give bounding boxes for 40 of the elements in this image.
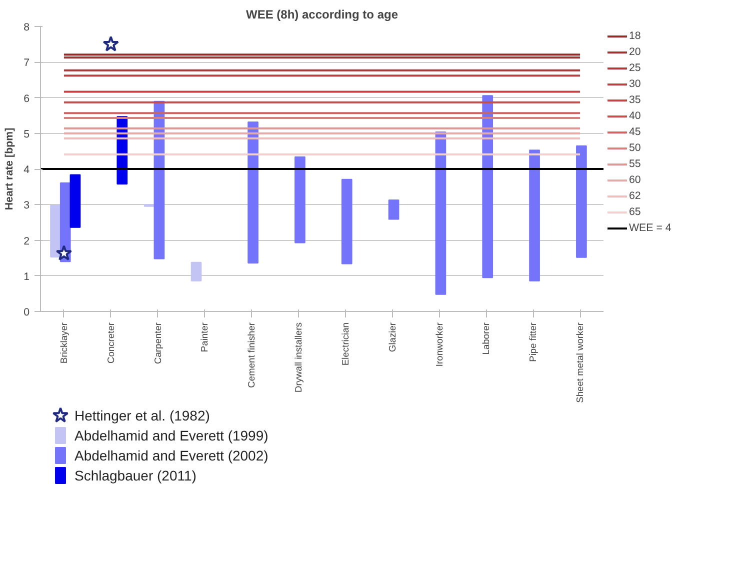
x-tick-label: Cement finisher (246, 322, 257, 388)
y-tick-label: 2 (24, 235, 30, 248)
y-tick-label: 8 (24, 22, 30, 34)
legend-label: 20 (629, 46, 642, 58)
legend-label: 30 (629, 78, 642, 90)
legend-label: 18 (629, 30, 642, 42)
x-tick-label: Glazier (387, 322, 398, 352)
x-tick-label: Painter (200, 322, 210, 352)
x-tick-label: Ironworker (434, 322, 444, 367)
chart-title: WEE (8h) according to age (246, 8, 398, 22)
legend-label: 25 (629, 62, 642, 74)
legend-label: 35 (629, 94, 642, 106)
y-tick-label: 4 (24, 164, 30, 176)
legend-label: 55 (629, 158, 642, 170)
legend-label: 40 (629, 110, 642, 122)
y-tick-label: 5 (24, 128, 30, 140)
x-tick-label: Concreter (106, 322, 116, 364)
y-axis-title: Heart rate [bpm] (4, 128, 16, 210)
legend-label: 50 (629, 142, 642, 154)
x-tick-label: Laborer (481, 322, 492, 355)
legend-label: Abdelhamid and Everett (2002) (74, 448, 268, 464)
y-tick-label: 7 (24, 57, 30, 70)
y-tick-label: 0 (24, 306, 30, 318)
x-tick-label: Drywall installers (294, 322, 304, 392)
legend-label: 65 (629, 206, 642, 218)
y-tick-label: 1 (24, 270, 30, 283)
y-tick-label: 3 (24, 200, 30, 212)
x-tick-label: Pipe fitter (528, 322, 538, 362)
legend-label: Schlagbauer (2011) (74, 468, 196, 484)
y-tick-label: 6 (24, 92, 30, 105)
legend-label: 45 (629, 126, 642, 138)
legend-label: WEE = 4 (629, 222, 672, 234)
x-tick-label: Carpenter (152, 322, 163, 364)
legend-label: 62 (629, 190, 642, 202)
x-tick-label: Electrician (340, 322, 350, 366)
legend-label: 60 (629, 174, 642, 186)
x-tick-label: Bricklayer (58, 322, 69, 364)
legend-label: Hettinger et al. (1982) (74, 408, 210, 424)
x-tick-label: Sheet metal worker (575, 322, 586, 403)
legend-label: Abdelhamid and Everett (1999) (74, 428, 268, 444)
